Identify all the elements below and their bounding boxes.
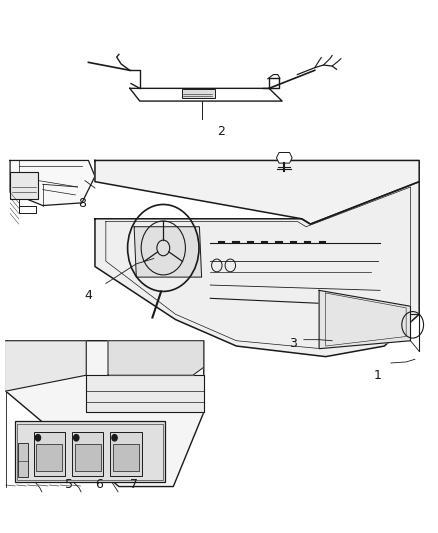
Bar	[18, 424, 163, 480]
Circle shape	[35, 434, 41, 441]
Text: 6: 6	[95, 479, 103, 491]
Polygon shape	[86, 375, 204, 413]
Polygon shape	[6, 341, 86, 391]
Circle shape	[74, 434, 79, 441]
Bar	[34, 432, 65, 476]
Polygon shape	[108, 341, 204, 375]
Bar	[18, 442, 28, 477]
Text: 7: 7	[130, 479, 138, 491]
Polygon shape	[6, 341, 204, 487]
Polygon shape	[95, 160, 419, 224]
Polygon shape	[95, 182, 419, 357]
Bar	[15, 421, 166, 482]
Text: 4: 4	[85, 289, 92, 302]
Bar	[72, 432, 103, 476]
Bar	[110, 432, 141, 476]
Bar	[10, 172, 39, 199]
Polygon shape	[134, 227, 201, 277]
Bar	[182, 90, 215, 98]
Text: 8: 8	[78, 197, 86, 211]
Circle shape	[112, 434, 117, 441]
Text: 5: 5	[65, 479, 73, 491]
Bar	[113, 444, 139, 471]
Bar	[74, 444, 101, 471]
Polygon shape	[10, 160, 95, 206]
Text: 2: 2	[217, 125, 225, 138]
Polygon shape	[276, 152, 292, 163]
Text: 3: 3	[289, 337, 297, 350]
Bar	[36, 444, 62, 471]
Text: 1: 1	[374, 369, 382, 382]
Polygon shape	[319, 290, 410, 349]
Polygon shape	[130, 88, 282, 101]
